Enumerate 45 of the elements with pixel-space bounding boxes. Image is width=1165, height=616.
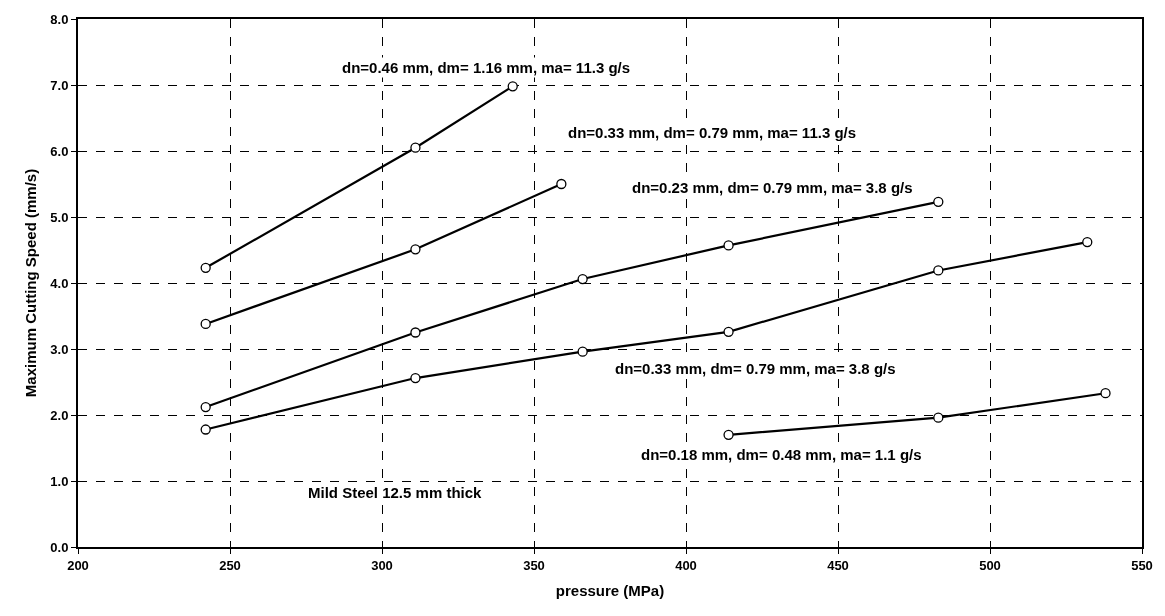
x-tick-label: 550 [1131, 557, 1153, 573]
point [200, 401, 211, 413]
y-tick-label: 5.0 [50, 209, 69, 225]
x-tick-label: 300 [371, 557, 393, 573]
y-tick-label: 6.0 [50, 143, 69, 159]
y-tick-label: 2.0 [50, 407, 69, 423]
point [577, 346, 588, 357]
point [410, 327, 421, 338]
y-tick-label: 7.0 [50, 77, 69, 93]
point [200, 262, 211, 273]
y-tick-label: 8.0 [50, 11, 69, 27]
point [410, 372, 421, 384]
x-tick-label: 450 [827, 557, 849, 573]
point [723, 240, 734, 251]
series-label: dn=0.18 mm, dm= 0.48 mm, ma= 1.1 g/s [641, 446, 922, 463]
point [933, 412, 944, 423]
point [200, 318, 211, 330]
x-tick-label: 200 [67, 557, 89, 573]
point [556, 178, 567, 190]
x-axis-title: pressure (MPa) [555, 582, 665, 600]
y-tick-label: 3.0 [50, 341, 69, 357]
x-tick-label: 500 [979, 557, 1001, 573]
point [507, 81, 518, 92]
y-tick-label: 1.0 [50, 473, 69, 489]
y-tick-label: 0.0 [50, 539, 69, 555]
point [410, 142, 421, 153]
point [723, 429, 734, 440]
point [723, 326, 734, 337]
point [933, 265, 944, 276]
y-axis-title: Maximum Cutting Speed (mm/s) [22, 168, 40, 398]
text: dn=0.33 mm, dm= 0.79 mm, ma= 11.3 g/s [568, 124, 857, 141]
annotation: Mild Steel 12.5 mm thick [308, 484, 483, 501]
series-label: dn=0.33 mm, dm= 0.79 mm, ma= 3.8 g/s [615, 360, 896, 377]
x-tick-label: 250 [219, 557, 241, 573]
point [1082, 236, 1093, 248]
point [410, 244, 421, 255]
point [577, 273, 588, 285]
series-label: dn=0.23 mm, dm= 0.79 mm, ma= 3.8 g/s [632, 179, 913, 196]
point [1100, 388, 1111, 399]
series-label: dn=0.46 mm, dm= 1.16 mm, ma= 11.3 g/s [342, 59, 631, 76]
y-tick-label: 4.0 [50, 275, 69, 291]
point [933, 196, 944, 207]
x-tick-label: 350 [523, 557, 545, 573]
x-tick-label: 400 [675, 557, 697, 573]
point [200, 424, 211, 435]
